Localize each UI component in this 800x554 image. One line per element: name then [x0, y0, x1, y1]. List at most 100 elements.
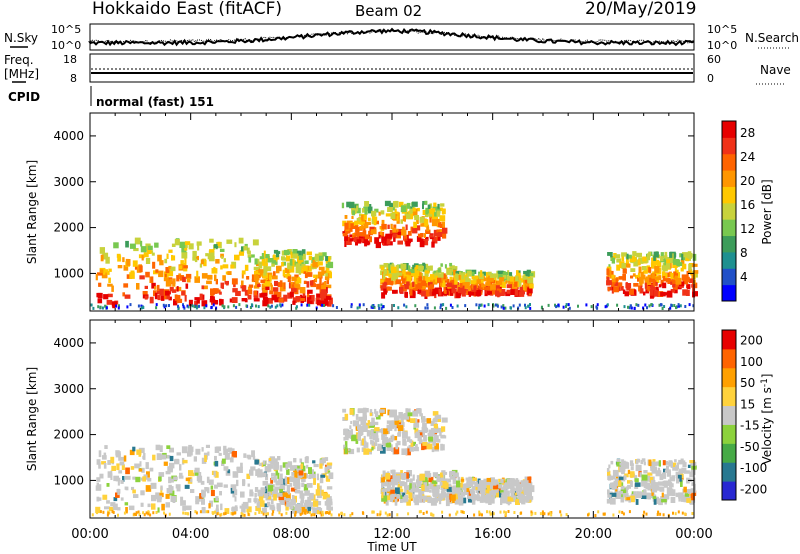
data-cell [182, 276, 186, 283]
data-cell [632, 251, 637, 257]
data-cell [480, 496, 485, 502]
data-cell [690, 268, 693, 276]
colorbar-segment [722, 462, 736, 482]
data-cell [381, 292, 386, 299]
data-cell [640, 459, 644, 465]
data-cell [516, 486, 523, 492]
data-cell [381, 236, 384, 244]
data-cell [523, 487, 530, 493]
data-cell [200, 259, 204, 265]
data-cell [203, 452, 208, 457]
data-cell [268, 491, 271, 496]
data-cell [683, 486, 687, 493]
data-cell [674, 275, 677, 279]
data-cell [359, 236, 364, 241]
data-cell [201, 294, 205, 300]
data-cell [419, 241, 425, 248]
data-cell [373, 219, 377, 226]
data-cell [439, 207, 443, 212]
data-cell [684, 493, 689, 497]
data-cell [321, 284, 326, 290]
data-cell [404, 213, 408, 220]
data-cell [653, 482, 659, 489]
data-cell [290, 499, 296, 506]
colorbar-tick-label: 50 [740, 376, 755, 390]
data-cell [261, 253, 264, 259]
data-cell [513, 496, 516, 500]
data-cell [590, 305, 593, 309]
data-cell [171, 289, 177, 293]
data-cell [381, 433, 387, 437]
data-cell [250, 466, 254, 471]
data-cell [207, 510, 210, 514]
data-cell [673, 271, 677, 277]
data-cell [391, 447, 395, 452]
data-cell [430, 512, 433, 516]
data-cell [224, 512, 227, 515]
data-cell [289, 505, 294, 510]
data-cell [196, 270, 199, 278]
data-cell [307, 506, 311, 513]
data-cell [503, 271, 509, 276]
data-cell [140, 490, 145, 496]
data-cell [678, 272, 681, 278]
data-cell [168, 484, 172, 489]
data-cell [466, 488, 470, 492]
data-cell [316, 507, 321, 512]
data-cell [669, 476, 676, 482]
data-cell [286, 255, 290, 262]
data-cell [133, 248, 139, 252]
data-cell [264, 503, 269, 508]
data-cell [382, 281, 386, 289]
data-cell [410, 418, 416, 423]
data-cell [213, 244, 219, 249]
data-cell [636, 491, 642, 499]
data-cell [284, 273, 291, 278]
data-cell [246, 454, 251, 459]
data-cell [306, 265, 312, 272]
data-cell [171, 255, 174, 261]
data-cell [666, 465, 669, 470]
data-cell [289, 483, 293, 487]
data-cell [528, 273, 534, 276]
data-cell [672, 258, 676, 264]
data-cell [254, 487, 259, 493]
data-cell [321, 303, 324, 307]
data-cell [203, 285, 208, 290]
data-cell [502, 304, 505, 308]
data-cell [679, 281, 685, 287]
data-cell [266, 491, 270, 496]
data-cell [262, 256, 266, 262]
data-cell [252, 456, 256, 460]
data-cell [595, 305, 598, 309]
data-cell [325, 256, 329, 262]
data-cell [295, 306, 298, 310]
data-cell [276, 265, 282, 272]
data-cell [406, 408, 411, 413]
data-cell [325, 272, 328, 279]
data-cell [344, 436, 349, 441]
data-cell [379, 412, 384, 417]
data-cell [125, 240, 129, 248]
data-cell [299, 287, 306, 294]
data-cell [617, 286, 621, 292]
data-cell [526, 269, 531, 273]
data-cell [396, 494, 401, 499]
data-cell [491, 482, 497, 486]
data-cell [688, 303, 691, 307]
data-cell [275, 470, 278, 476]
data-cell [413, 271, 420, 278]
data-cell [165, 280, 172, 287]
data-cell [212, 511, 215, 515]
data-cell [680, 267, 684, 272]
data-cell [219, 248, 225, 252]
data-cell [332, 304, 335, 308]
data-cell [675, 465, 678, 471]
data-cell [645, 276, 648, 281]
data-cell [160, 487, 163, 491]
data-cell [621, 459, 625, 466]
data-cell [643, 470, 648, 474]
data-cell [269, 305, 272, 309]
data-cell [366, 423, 370, 429]
data-cell [382, 474, 388, 479]
